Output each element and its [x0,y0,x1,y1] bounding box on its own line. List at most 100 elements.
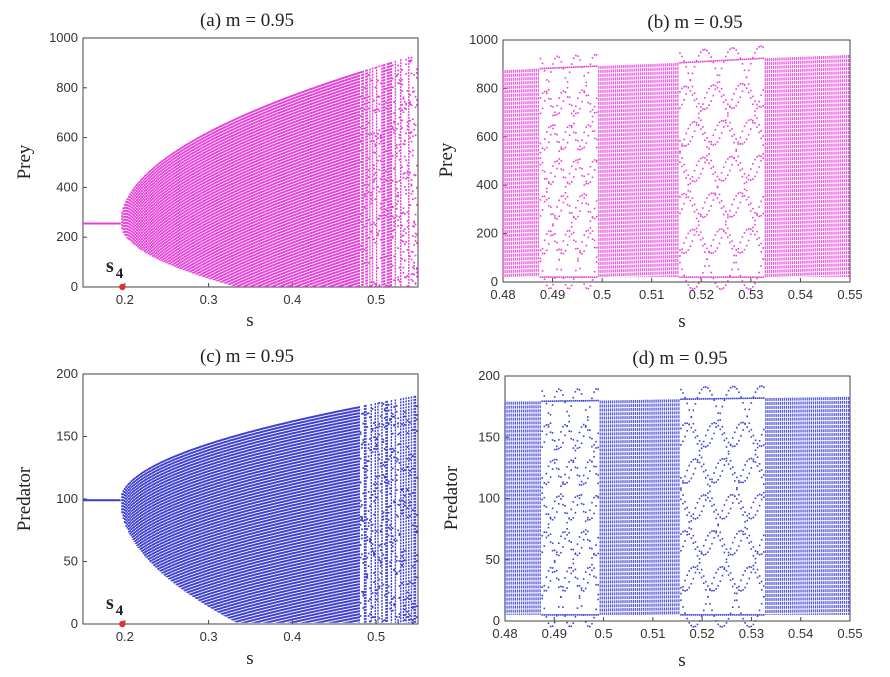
orbit-point [711,397,713,400]
orbit-point [762,258,765,260]
orbit-point [545,249,548,252]
orbit-point [707,596,709,598]
orbit-point [679,52,681,55]
orbit-point [741,280,744,282]
orbit-point [550,183,552,186]
orbit-point [359,244,362,247]
orbit-point [587,477,589,480]
orbit-point [725,499,728,502]
orbit-point [414,232,417,235]
orbit-point [709,485,711,488]
orbit-point [708,162,710,165]
orbit-point [541,486,544,489]
orbit-point [749,62,752,65]
orbit-point [724,210,727,213]
orbit-point [756,494,759,497]
orbit-point [731,128,733,130]
orbit-point [369,505,371,507]
orbit-point [717,513,720,516]
x-tick-label: 0.53 [739,626,764,641]
orbit-point [543,278,546,281]
orbit-point [545,187,548,190]
orbit-point [410,273,413,276]
orbit-point [679,249,681,252]
orbit-point [722,59,725,62]
orbit-point [679,62,681,64]
orbit-point [550,67,552,69]
orbit-point [363,262,366,264]
orbit-point [551,542,554,545]
orbit-point [744,464,746,466]
orbit-point [374,109,377,111]
orbit-point [554,215,556,217]
orbit-point [574,449,577,452]
orbit-point [541,492,544,494]
x-tick-label: 0.54 [788,626,813,641]
orbit-point [752,58,754,60]
orbit-point [367,261,370,264]
orbit-point [548,141,550,144]
orbit-point [410,278,413,281]
orbit-point [579,148,581,151]
orbit-point [698,550,701,552]
y-tick-label: 800 [56,80,78,95]
orbit-point [395,616,398,618]
orbit-point [746,477,748,479]
orbit-point [745,138,748,141]
orbit-point [758,493,761,496]
orbit-point [379,215,382,217]
orbit-point [379,562,382,564]
orbit-point [572,216,575,219]
orbit-point [409,474,412,476]
orbit-point [359,519,362,521]
orbit-point [716,124,719,127]
orbit-point [373,581,375,583]
orbit-point [370,257,373,259]
orbit-point [725,515,728,518]
orbit-point [685,280,688,282]
orbit-point [572,501,575,503]
orbit-point [748,472,751,475]
orbit-point [689,89,692,92]
orbit-point [747,69,750,72]
orbit-point [393,255,395,258]
orbit-point [555,511,558,513]
orbit-point [725,548,728,550]
orbit-point [545,198,548,201]
orbit-point [568,96,571,99]
orbit-point [754,453,757,456]
orbit-point [716,175,719,178]
orbit-point [738,502,740,505]
orbit-point [729,459,732,462]
orbit-point [582,510,585,513]
orbit-point [580,399,583,402]
orbit-point [391,205,394,208]
orbit-point [416,476,418,479]
orbit-point [398,462,401,464]
orbit-point [373,99,375,102]
orbit-point [379,465,382,468]
orbit-point [720,288,723,290]
orbit-point [562,425,564,428]
orbit-point [575,168,577,170]
orbit-point [558,112,561,114]
orbit-point [727,216,729,219]
orbit-point [539,152,542,154]
orbit-point [756,387,759,390]
orbit-point [548,97,550,100]
orbit-point [747,227,750,230]
orbit-point [760,155,762,158]
orbit-point [582,578,585,580]
orbit-point [412,149,414,152]
orbit-point [737,251,740,254]
panel-c-data-marks [83,395,418,628]
orbit-point [367,455,370,458]
orbit-point [729,234,731,236]
orbit-point [699,106,702,108]
orbit-point [682,614,684,616]
orbit-point [589,573,591,576]
orbit-point [564,434,566,437]
orbit-point [704,97,706,99]
orbit-point [762,57,765,60]
orbit-point [682,440,684,443]
